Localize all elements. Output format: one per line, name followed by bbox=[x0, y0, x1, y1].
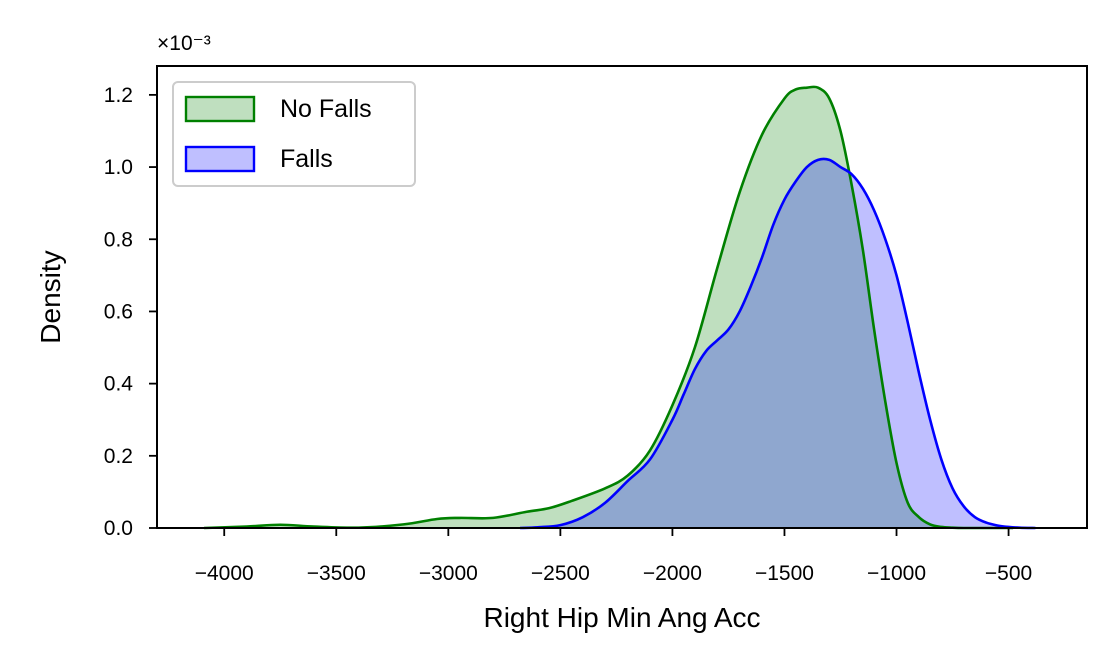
legend-swatch-falls bbox=[184, 145, 256, 173]
y-tick-label: 1.0 bbox=[104, 156, 133, 179]
y-tick-label: 0.8 bbox=[104, 228, 133, 251]
y-axis-label: Density bbox=[35, 250, 66, 343]
legend-box bbox=[172, 81, 416, 187]
x-tick-label: −3000 bbox=[419, 562, 478, 585]
x-tick-label: −2000 bbox=[643, 562, 702, 585]
series-line-no-falls bbox=[204, 85, 1014, 530]
y-scale-multiplier: ×10⁻³ bbox=[157, 32, 211, 55]
x-axis-label: Right Hip Min Ang Acc bbox=[483, 602, 760, 633]
series-line-falls bbox=[519, 157, 1036, 530]
x-tick-label: −4000 bbox=[195, 562, 254, 585]
y-tick-label: 0.0 bbox=[104, 517, 133, 540]
y-tick-label: 1.2 bbox=[104, 84, 133, 107]
x-tick-label: −3500 bbox=[307, 562, 366, 585]
x-tick-label: −1500 bbox=[755, 562, 814, 585]
legend: No Falls Falls bbox=[172, 81, 416, 187]
y-tick-label: 0.4 bbox=[104, 373, 134, 396]
series-area-falls bbox=[520, 158, 1036, 528]
axes-frame bbox=[156, 65, 1088, 529]
y-tick-label: 0.2 bbox=[104, 445, 133, 468]
plot-area bbox=[204, 85, 1036, 530]
x-axis: −4000 −3500 −3000 −2500 −2000 −1500 −1000 −500 bbox=[195, 528, 1032, 585]
x-tick-label: −2500 bbox=[531, 562, 590, 585]
legend-label-falls: Falls bbox=[280, 145, 333, 173]
series-area-no-falls bbox=[204, 86, 1014, 529]
legend-swatch-no-falls bbox=[184, 95, 256, 123]
x-tick-label: −1000 bbox=[867, 562, 926, 585]
y-tick-label: 0.6 bbox=[104, 300, 133, 323]
x-tick-label: −500 bbox=[985, 562, 1032, 585]
legend-label-no-falls: No Falls bbox=[280, 95, 372, 123]
y-axis: 0.0 0.2 0.4 0.6 0.8 1.0 1.2 bbox=[104, 84, 157, 540]
